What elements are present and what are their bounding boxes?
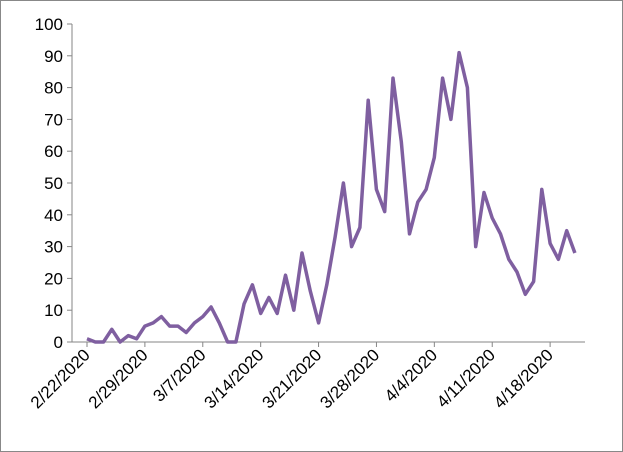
y-tick-label: 80	[44, 79, 63, 98]
y-tick-label: 20	[44, 269, 63, 288]
y-tick-label: 10	[44, 301, 63, 320]
y-tick-label: 50	[44, 174, 63, 193]
y-tick-label: 40	[44, 206, 63, 225]
y-tick-label: 100	[35, 15, 63, 34]
line-series	[86, 50, 577, 344]
y-tick-label: 0	[54, 333, 63, 352]
y-tick-label: 90	[44, 47, 63, 66]
y-tick-label: 30	[44, 238, 63, 257]
y-tick-label: 60	[44, 142, 63, 161]
y-tick-label: 70	[44, 110, 63, 129]
